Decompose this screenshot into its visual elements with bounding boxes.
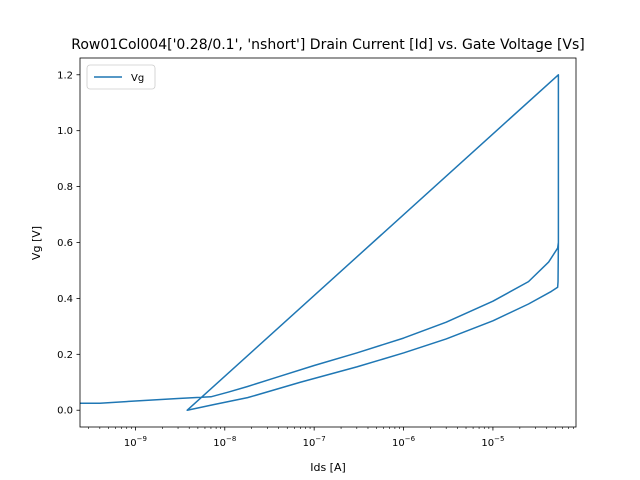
x-axis-label: Ids [A] [310,461,346,474]
y-axis-label: Vg [V] [30,226,43,260]
y-tick-label: 0.0 [57,406,73,417]
axes: 10−9 10−8 10−7 10−6 10−5 0.0 0.2 0.4 0.6 0.8 1.0 1.… [57,57,577,449]
axes-frame [79,57,577,428]
x-tick-label: 10−9 [124,435,147,449]
x-tick-label: 10−6 [392,435,416,449]
x-tick-label: 10−5 [481,435,504,449]
y-tick-label: 1.2 [57,70,73,81]
y-tick-label: 0.8 [57,182,73,193]
legend-label: Vg [131,73,144,84]
legend: Vg [86,64,156,90]
y-tick-label: 0.6 [57,238,73,249]
series-line-vg [80,74,560,411]
chart-title: Row01Col004['0.28/0.1', 'nshort'] Drain … [71,37,585,53]
y-tick-label: 0.4 [57,294,73,305]
x-tick-label: 10−8 [213,435,236,449]
x-tick-label: 10−7 [303,435,326,449]
y-tick-label: 0.2 [57,350,73,361]
plot-area [80,74,560,411]
y-tick-label: 1.0 [57,126,73,137]
